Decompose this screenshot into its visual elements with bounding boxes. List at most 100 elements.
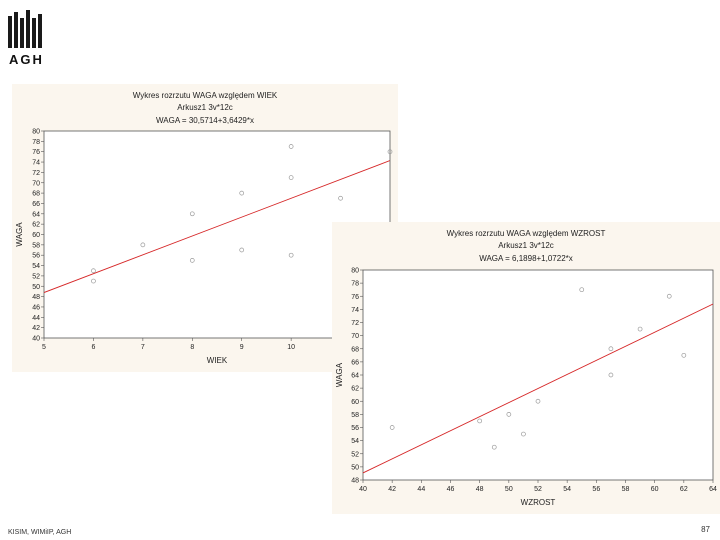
y-tick-label: 70 — [351, 333, 359, 340]
data-point — [91, 268, 96, 274]
y-tick-label: 70 — [32, 180, 40, 187]
y-tick-label: 56 — [32, 253, 40, 260]
y-tick-label: 40 — [32, 336, 40, 343]
x-tick-label: 58 — [622, 486, 630, 493]
chart-equation: WAGA = 6,1898+1,0722*x — [479, 254, 573, 263]
y-tick-label: 44 — [32, 315, 40, 322]
y-tick-label: 62 — [351, 386, 359, 393]
x-tick-label: 42 — [388, 486, 396, 493]
y-tick-label: 72 — [351, 320, 359, 327]
y-tick-label: 68 — [32, 191, 40, 198]
logo-text: AGH — [9, 52, 44, 67]
data-point — [608, 372, 614, 378]
data-point — [389, 425, 395, 430]
data-point — [535, 398, 541, 404]
y-tick-label: 78 — [351, 281, 359, 288]
data-point — [189, 211, 195, 217]
x-tick-label: 5 — [42, 344, 46, 351]
y-tick-label: 48 — [32, 294, 40, 301]
x-tick-label: 60 — [651, 486, 659, 493]
chart-panel-wzrost: Wykres rozrzutu WAGA względem WZROST Arku… — [332, 222, 720, 514]
plot-area — [362, 269, 714, 481]
y-tick-label: 66 — [351, 359, 359, 366]
page-number: 87 — [701, 525, 710, 534]
chart-title: Wykres rozrzutu WAGA względem WZROST — [447, 229, 606, 238]
data-point — [338, 195, 343, 201]
x-tick-label: 40 — [359, 486, 367, 493]
y-tick-label: 74 — [32, 160, 40, 167]
y-tick-label: 80 — [32, 129, 40, 136]
y-tick-label: 60 — [32, 232, 40, 239]
x-tick-label: 46 — [447, 486, 455, 493]
scatter-chart-wzrost: Wykres rozrzutu WAGA względem WZROST Arku… — [335, 229, 717, 507]
x-tick-label: 54 — [563, 486, 571, 493]
data-point — [239, 247, 245, 253]
data-point — [91, 278, 96, 284]
y-tick-label: 42 — [32, 325, 40, 332]
y-tick-label: 76 — [32, 149, 40, 156]
x-tick-label: 48 — [476, 486, 484, 493]
data-point — [681, 352, 687, 358]
y-tick-label: 64 — [32, 211, 40, 218]
y-tick-label: 64 — [351, 373, 359, 380]
x-tick-label: 50 — [505, 486, 513, 493]
y-tick-label: 78 — [32, 139, 40, 146]
x-tick-label: 8 — [190, 344, 194, 351]
x-tick-label: 56 — [592, 486, 600, 493]
x-tick-label: 10 — [287, 344, 295, 351]
y-tick-label: 60 — [351, 399, 359, 406]
data-point — [579, 287, 585, 293]
y-tick-label: 52 — [351, 451, 359, 458]
y-tick-label: 46 — [32, 304, 40, 311]
y-tick-label: 50 — [32, 284, 40, 291]
x-tick-label: 6 — [91, 344, 95, 351]
regression-line — [44, 160, 390, 293]
y-tick-label: 50 — [351, 464, 359, 471]
y-tick-label: 54 — [32, 263, 40, 270]
data-point — [288, 144, 294, 149]
data-point — [288, 175, 294, 180]
data-point — [288, 252, 294, 258]
y-tick-label: 62 — [32, 222, 40, 229]
x-tick-label: 44 — [417, 486, 425, 493]
chart-subtitle: Arkusz1 3v*12c — [177, 103, 233, 112]
data-point — [477, 418, 483, 424]
y-tick-label: 76 — [351, 294, 359, 301]
x-axis-label: WIEK — [207, 356, 228, 365]
y-tick-label: 58 — [351, 412, 359, 419]
y-tick-label: 58 — [32, 242, 40, 249]
data-point — [189, 258, 195, 263]
y-tick-label: 54 — [351, 438, 359, 445]
chart-subtitle: Arkusz1 3v*12c — [498, 241, 554, 250]
x-tick-label: 64 — [709, 486, 717, 493]
x-tick-label: 7 — [141, 344, 145, 351]
data-point — [140, 242, 146, 248]
y-axis-label: WAGA — [15, 222, 24, 247]
data-point — [666, 293, 672, 299]
data-point — [239, 190, 245, 196]
chart-title: Wykres rozrzutu WAGA względem WIEK — [133, 91, 278, 100]
data-point — [387, 149, 393, 155]
x-tick-label: 52 — [534, 486, 542, 493]
chart-equation: WAGA = 30,5714+3,6429*x — [156, 116, 254, 125]
data-point — [637, 326, 643, 332]
footer-text: KISIM, WIMiIP, AGH — [8, 529, 72, 536]
y-tick-label: 80 — [351, 268, 359, 275]
y-tick-label: 68 — [351, 346, 359, 353]
x-tick-label: 62 — [680, 486, 688, 493]
x-tick-label: 9 — [240, 344, 244, 351]
regression-line — [363, 303, 713, 474]
data-point — [491, 444, 497, 450]
data-point — [608, 346, 614, 352]
data-point — [506, 412, 512, 417]
y-tick-label: 52 — [32, 273, 40, 280]
y-tick-label: 72 — [32, 170, 40, 177]
data-point — [521, 431, 526, 437]
y-tick-label: 74 — [351, 307, 359, 314]
y-tick-label: 56 — [351, 425, 359, 432]
y-axis-label: WAGA — [335, 362, 344, 387]
x-axis-label: WZROST — [521, 498, 556, 507]
agh-logo-icon — [8, 10, 42, 48]
y-tick-label: 66 — [32, 201, 40, 208]
y-tick-label: 48 — [351, 478, 359, 485]
